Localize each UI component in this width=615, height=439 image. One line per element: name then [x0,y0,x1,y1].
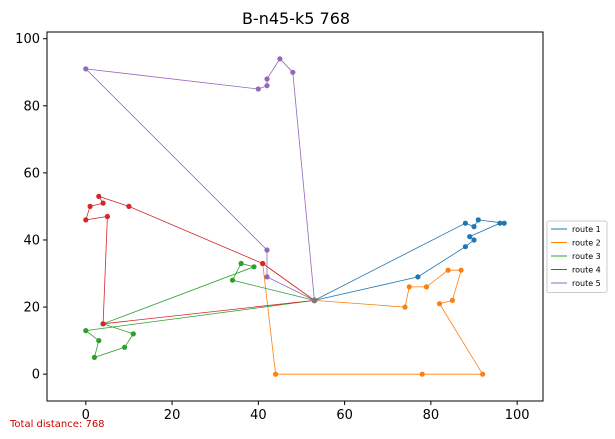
route-point [122,344,128,350]
route-point [91,354,97,360]
route-point [471,237,477,243]
route-point [229,277,236,283]
route-point [497,220,503,226]
route-point [277,56,283,62]
axes-frame [46,31,544,402]
route-point [475,217,481,223]
y-tick-label: 0 [32,368,40,383]
route-point [501,220,507,226]
y-tick-label: 60 [23,166,40,181]
legend-label: route 3 [572,252,601,261]
route-point [264,274,270,280]
legend-label: route 4 [572,266,601,275]
route-point [104,213,110,220]
chart-title: B-n45-k5 768 [242,9,350,28]
route-line-4 [85,195,315,325]
route-line-5 [84,58,315,301]
route-point [290,69,296,75]
legend-label: route 5 [572,279,601,288]
depot-point [311,297,318,304]
route-point [480,371,486,377]
route-point [273,371,279,377]
route-point [264,247,270,253]
x-tick-label: 60 [336,408,353,423]
route-point [419,371,425,377]
route-line-2 [262,262,484,375]
route-point [449,297,455,303]
route-point [100,321,106,327]
route-point [130,331,136,337]
route-point [83,217,89,223]
series-2 [260,260,486,377]
route-point [264,83,270,89]
route-point [100,200,106,206]
series-4 [83,193,317,327]
legend-box [546,220,608,293]
route-point [260,260,266,267]
route-point [264,76,270,82]
y-tick-label: 40 [23,233,40,248]
route-point [255,86,261,92]
route-point [251,264,257,270]
series-3 [83,260,317,360]
y-tick-label: 20 [23,301,40,316]
route-point [458,267,464,273]
route-point [87,203,93,209]
route-point [462,220,468,226]
x-tick-label: 40 [250,408,267,423]
route-point [406,284,412,290]
axes: 0 20 40 60 80 100 0 20 40 60 80 100 [15,31,544,423]
legend-label: route 2 [572,239,601,248]
route-point [423,284,430,290]
y-tick-label: 80 [23,99,40,114]
route-point [126,203,132,209]
legend-label: route 1 [572,225,601,234]
total-distance-label: Total distance: 768 [9,419,105,430]
route-point [445,267,451,273]
x-tick-label: 0 [82,408,90,423]
route-point [83,66,89,72]
x-tick-label: 100 [505,408,530,423]
x-tick-label: 20 [164,408,181,423]
route-point [462,244,468,250]
y-tick-label: 100 [15,32,40,47]
route-point [436,301,443,307]
route-point [96,193,102,199]
plot-area [83,56,507,377]
route-point [415,274,421,280]
route-point [402,304,408,310]
legend: route 1 route 2 route 3 route 4 route 5 [546,220,608,293]
route-point [471,224,477,230]
route-point [83,328,89,334]
series-5 [83,56,317,303]
x-tick-label: 80 [423,408,440,423]
route-point [96,338,102,344]
route-line-3 [84,263,315,359]
route-point [467,234,473,240]
route-point [238,260,244,267]
series-1 [311,217,507,303]
